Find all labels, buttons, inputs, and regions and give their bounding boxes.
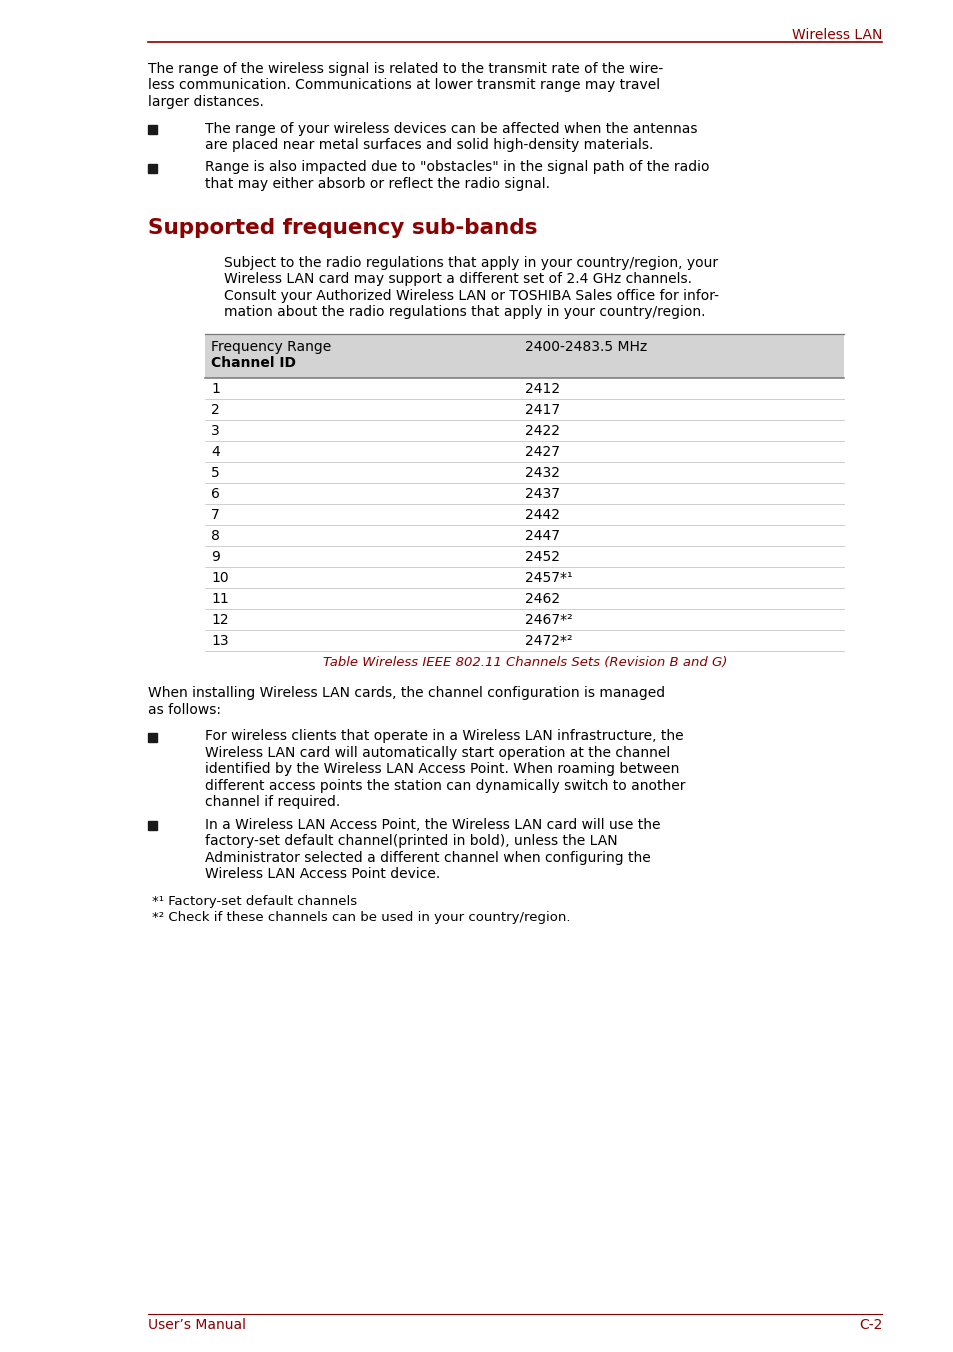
Text: Wireless LAN: Wireless LAN xyxy=(791,28,882,42)
Text: *² Check if these channels can be used in your country/region.: *² Check if these channels can be used i… xyxy=(152,911,570,925)
Text: larger distances.: larger distances. xyxy=(148,95,263,110)
Text: Wireless LAN Access Point device.: Wireless LAN Access Point device. xyxy=(205,867,440,882)
Text: channel if required.: channel if required. xyxy=(205,795,340,810)
Text: Consult your Authorized Wireless LAN or TOSHIBA Sales office for infor-: Consult your Authorized Wireless LAN or … xyxy=(224,288,719,303)
Text: 2472*²: 2472*² xyxy=(524,634,572,648)
Bar xyxy=(148,733,156,742)
Text: Supported frequency sub-bands: Supported frequency sub-bands xyxy=(148,218,537,238)
Text: 2432: 2432 xyxy=(524,465,559,480)
Text: 10: 10 xyxy=(211,571,229,584)
Text: The range of the wireless signal is related to the transmit rate of the wire-: The range of the wireless signal is rela… xyxy=(148,62,662,76)
Text: identified by the Wireless LAN Access Point. When roaming between: identified by the Wireless LAN Access Po… xyxy=(205,763,679,776)
Text: 2412: 2412 xyxy=(524,381,559,396)
Bar xyxy=(148,822,156,830)
Text: 12: 12 xyxy=(211,612,229,627)
Text: 2437: 2437 xyxy=(524,487,559,500)
Text: that may either absorb or reflect the radio signal.: that may either absorb or reflect the ra… xyxy=(205,177,550,191)
Text: 2452: 2452 xyxy=(524,550,559,564)
Text: Wireless LAN card will automatically start operation at the channel: Wireless LAN card will automatically sta… xyxy=(205,746,670,760)
Text: 7: 7 xyxy=(211,508,219,522)
Text: 2427: 2427 xyxy=(524,445,559,458)
Text: 2467*²: 2467*² xyxy=(524,612,572,627)
Text: 9: 9 xyxy=(211,550,220,564)
Text: The range of your wireless devices can be affected when the antennas: The range of your wireless devices can b… xyxy=(205,122,697,135)
Text: 5: 5 xyxy=(211,465,219,480)
Text: Wireless LAN card may support a different set of 2.4 GHz channels.: Wireless LAN card may support a differen… xyxy=(224,272,692,287)
Text: Administrator selected a different channel when configuring the: Administrator selected a different chann… xyxy=(205,850,650,865)
Text: Subject to the radio regulations that apply in your country/region, your: Subject to the radio regulations that ap… xyxy=(224,256,718,269)
Text: 2417: 2417 xyxy=(524,403,559,416)
Text: 2447: 2447 xyxy=(524,529,559,542)
Text: 2400-2483.5 MHz: 2400-2483.5 MHz xyxy=(524,339,646,354)
Text: 8: 8 xyxy=(211,529,220,542)
Bar xyxy=(205,334,843,377)
Text: 11: 11 xyxy=(211,592,229,606)
Text: 4: 4 xyxy=(211,445,219,458)
Text: 2462: 2462 xyxy=(524,592,559,606)
Text: are placed near metal surfaces and solid high-density materials.: are placed near metal surfaces and solid… xyxy=(205,138,653,151)
Text: User’s Manual: User’s Manual xyxy=(148,1318,246,1332)
Text: 2442: 2442 xyxy=(524,508,559,522)
Text: Range is also impacted due to "obstacles" in the signal path of the radio: Range is also impacted due to "obstacles… xyxy=(205,161,709,174)
Text: *¹ Factory-set default channels: *¹ Factory-set default channels xyxy=(152,895,356,907)
Text: factory-set default channel(printed in bold), unless the LAN: factory-set default channel(printed in b… xyxy=(205,834,618,848)
Text: 2422: 2422 xyxy=(524,423,559,438)
Text: mation about the radio regulations that apply in your country/region.: mation about the radio regulations that … xyxy=(224,306,705,319)
Text: Channel ID: Channel ID xyxy=(211,356,295,370)
Text: different access points the station can dynamically switch to another: different access points the station can … xyxy=(205,779,685,792)
Text: Frequency Range: Frequency Range xyxy=(211,339,331,354)
Text: 1: 1 xyxy=(211,381,220,396)
Text: 2457*¹: 2457*¹ xyxy=(524,571,572,584)
Text: 6: 6 xyxy=(211,487,220,500)
Text: 2: 2 xyxy=(211,403,219,416)
Text: 3: 3 xyxy=(211,423,219,438)
Text: less communication. Communications at lower transmit range may travel: less communication. Communications at lo… xyxy=(148,78,659,92)
Bar xyxy=(148,126,156,134)
Text: In a Wireless LAN Access Point, the Wireless LAN card will use the: In a Wireless LAN Access Point, the Wire… xyxy=(205,818,659,831)
Text: For wireless clients that operate in a Wireless LAN infrastructure, the: For wireless clients that operate in a W… xyxy=(205,729,683,744)
Text: Table Wireless IEEE 802.11 Channels Sets (Revision B and G): Table Wireless IEEE 802.11 Channels Sets… xyxy=(322,656,726,669)
Bar xyxy=(148,164,156,173)
Text: as follows:: as follows: xyxy=(148,703,221,717)
Text: When installing Wireless LAN cards, the channel configuration is managed: When installing Wireless LAN cards, the … xyxy=(148,687,664,700)
Text: C-2: C-2 xyxy=(858,1318,882,1332)
Text: 13: 13 xyxy=(211,634,229,648)
